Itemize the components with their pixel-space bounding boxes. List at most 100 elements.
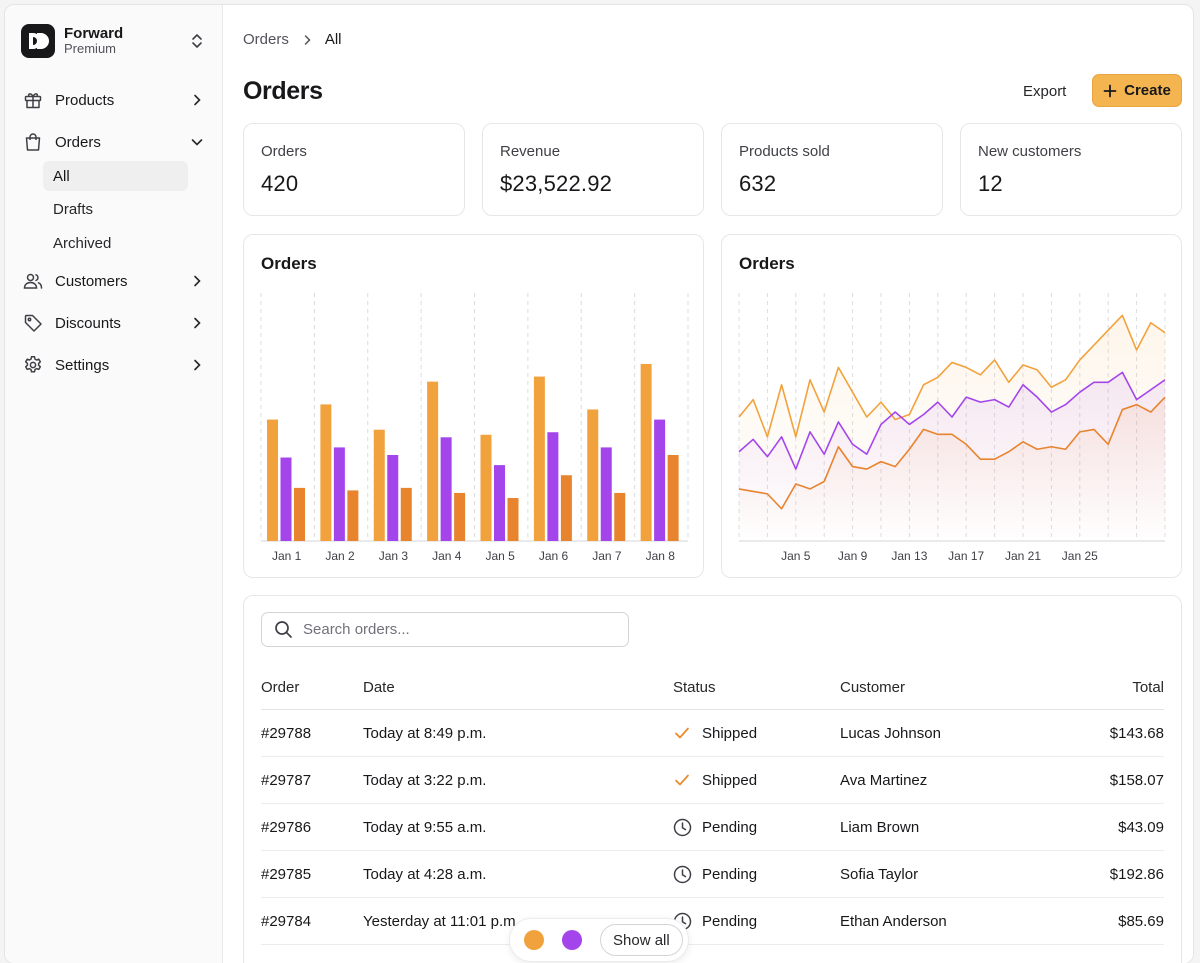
bar[interactable] (480, 434, 492, 541)
x-tick-label: Jan 6 (539, 549, 569, 563)
bar[interactable] (427, 381, 439, 541)
series-line[interactable] (738, 396, 1166, 510)
x-tick-label: Jan 2 (325, 549, 355, 563)
bar[interactable] (533, 376, 545, 541)
brand-name: Forward (64, 24, 124, 42)
users-icon (23, 271, 43, 291)
chart-title: Orders (261, 254, 317, 273)
bar[interactable] (267, 419, 278, 541)
column-header-date[interactable]: Date (363, 679, 395, 696)
sidebar-subitem-archived[interactable]: Archived (53, 234, 112, 252)
table-row[interactable]: #29788 Today at 8:49 p.m. Shipped Lucas … (261, 710, 1164, 757)
stat-card-orders: Orders 420 (243, 123, 465, 216)
bar[interactable] (614, 492, 626, 541)
bar[interactable] (654, 419, 666, 541)
bar[interactable] (667, 454, 679, 541)
search-input[interactable] (303, 621, 603, 638)
stat-label: Revenue (500, 143, 561, 160)
bar[interactable] (347, 490, 359, 541)
bar[interactable] (587, 409, 599, 541)
check-icon (673, 771, 693, 789)
sidebar-item-customers[interactable]: Customers (15, 264, 213, 298)
bar[interactable] (320, 404, 332, 541)
stat-label: Orders (261, 143, 307, 160)
order-id: #29784 (261, 912, 312, 930)
sidebar-item-label: Discounts (55, 314, 121, 332)
create-button-label: Create (1124, 82, 1171, 99)
show-all-button[interactable]: Show all (600, 924, 683, 956)
bar[interactable] (494, 465, 505, 541)
table-row[interactable]: #29784 Yesterday at 11:01 p.m. Pending E… (261, 898, 1164, 945)
x-tick-label: Jan 8 (646, 549, 676, 563)
order-total: $143.68 (1109, 724, 1164, 742)
bar[interactable] (373, 429, 385, 541)
gift-icon (23, 90, 43, 110)
chevron-right-icon (189, 357, 205, 373)
order-date: Yesterday at 11:01 p.m. (363, 912, 520, 930)
customer-name: Ethan Anderson (840, 912, 947, 930)
bar[interactable] (400, 487, 412, 541)
bar[interactable] (294, 487, 305, 541)
table-row[interactable]: #29785 Today at 4:28 a.m. Pending Sofia … (261, 851, 1164, 898)
team-switcher[interactable]: Forward Premium (21, 23, 206, 59)
export-button[interactable]: Export (1013, 75, 1076, 107)
bar[interactable] (280, 457, 292, 541)
series-line[interactable] (738, 371, 1166, 470)
x-tick-label: Jan 7 (592, 549, 622, 563)
status-label: Pending (702, 865, 758, 883)
chevron-right-icon (189, 273, 205, 289)
order-id: #29786 (261, 818, 312, 836)
series-toggle-purple[interactable] (562, 930, 582, 950)
orders-area-chart: Jan 5 Jan 9 Jan 13 Jan 17 Jan 21 Jan 25 (738, 293, 1166, 563)
column-header-customer[interactable]: Customer (840, 679, 906, 696)
series-toggle-orange[interactable] (524, 930, 544, 950)
orders-bar-chart: Jan 1 Jan 2 Jan 3 Jan 4 Jan 5 Jan 6 Jan 7 Jan 8 (260, 293, 689, 563)
bar[interactable] (387, 454, 399, 541)
sidebar-item-discounts[interactable]: Discounts (15, 306, 213, 340)
breadcrumb-parent[interactable]: Orders (243, 31, 289, 48)
bar[interactable] (640, 363, 652, 541)
series-area (739, 397, 1165, 541)
breadcrumb: Orders All (243, 31, 342, 48)
bar[interactable] (333, 447, 345, 541)
bar[interactable] (600, 447, 612, 541)
create-button[interactable]: Create (1092, 74, 1182, 107)
chevron-right-icon (301, 34, 313, 46)
sidebar-item-orders[interactable]: Orders (15, 125, 213, 159)
sidebar-item-products[interactable]: Products (15, 83, 213, 117)
stat-label: New customers (978, 143, 1082, 160)
sidebar: Forward Premium Products (5, 5, 222, 963)
bar[interactable] (440, 437, 452, 541)
stat-card-new-customers: New customers 12 (960, 123, 1182, 216)
sidebar-subitem-all[interactable]: All (43, 161, 188, 191)
orders-submenu: All Drafts Archived (43, 161, 213, 258)
order-date: Today at 9:55 a.m. (363, 818, 487, 836)
column-header-order[interactable]: Order (261, 679, 300, 696)
order-id: #29787 (261, 771, 312, 789)
breadcrumb-current: All (324, 31, 342, 48)
customer-name: Ava Martinez (840, 771, 928, 789)
column-header-total[interactable]: Total (1132, 679, 1164, 696)
bar[interactable] (547, 432, 559, 541)
sidebar-item-settings[interactable]: Settings (15, 348, 213, 382)
bar[interactable] (507, 497, 519, 541)
bar[interactable] (454, 492, 466, 541)
table-header-row: Order Date Status Customer Total (261, 666, 1164, 710)
stat-value: 420 (261, 171, 299, 196)
status-label: Pending (702, 818, 758, 836)
x-tick-label: Jan 1 (272, 549, 302, 563)
sidebar-subitem-drafts[interactable]: Drafts (53, 201, 94, 218)
table-row[interactable]: #29787 Today at 3:22 p.m. Shipped Ava Ma… (261, 757, 1164, 804)
sidebar-nav: Products Orders All Drafts A (15, 83, 213, 390)
column-header-status[interactable]: Status (673, 679, 716, 696)
table-row[interactable]: #29786 Today at 9:55 a.m. Pending Liam B… (261, 804, 1164, 851)
chevrons-up-down-icon[interactable] (188, 30, 206, 52)
stat-value: $23,522.92 (500, 171, 613, 196)
order-total: $43.09 (1118, 818, 1164, 836)
series-line[interactable] (738, 314, 1166, 438)
sidebar-item-label: Settings (55, 356, 110, 374)
customer-name: Liam Brown (840, 818, 920, 836)
order-status: Shipped (673, 757, 757, 803)
bar[interactable] (560, 475, 572, 541)
stat-card-products-sold: Products sold 632 (721, 123, 943, 216)
